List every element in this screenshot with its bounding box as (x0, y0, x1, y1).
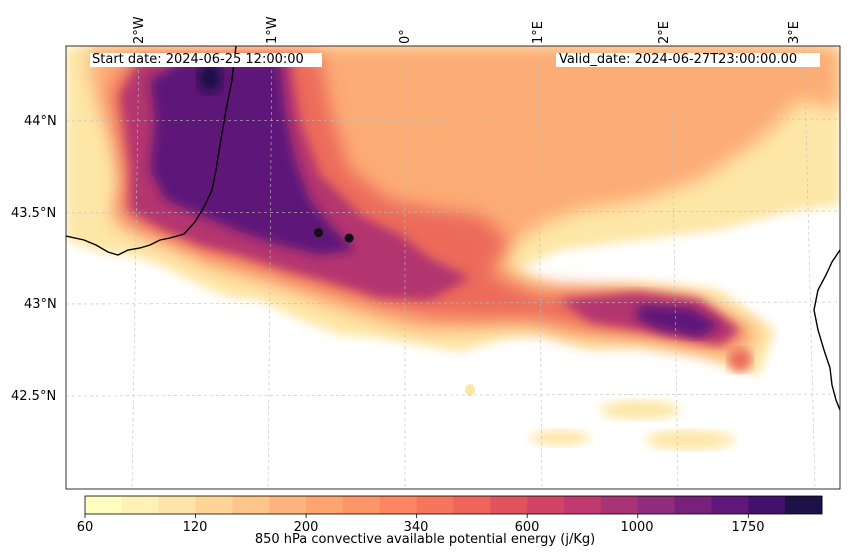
colorbar-swatch (711, 496, 749, 514)
lat-label: 44°N (24, 114, 57, 129)
colorbar-tick-label: 120 (182, 520, 208, 535)
lon-label: 3°E (787, 21, 802, 44)
cape-peak (198, 63, 222, 93)
lon-label: 2°E (657, 21, 672, 44)
cape-field (66, 46, 840, 489)
colorbar-swatch (453, 496, 491, 514)
colorbar-swatch (306, 496, 344, 514)
graticule (66, 46, 840, 489)
map-frame (65, 45, 841, 490)
colorbar-tick-label: 340 (403, 520, 429, 535)
valid-label-bg (556, 53, 820, 67)
colorbar-swatch (85, 496, 123, 514)
cape-cell (530, 430, 590, 446)
cape-zone-extreme (150, 62, 355, 255)
lat-label: 42.5°N (11, 389, 57, 404)
valid-date-label: Valid_date: 2024-06-27T23:00:00.00 (559, 52, 798, 67)
lon-label: 2°W (132, 16, 147, 44)
colorbar-swatch (379, 496, 418, 514)
cape-cell (728, 348, 752, 372)
lat-label: 43.5°N (11, 206, 57, 221)
colorbar-tick-label: 60 (76, 520, 94, 535)
colorbar-swatch (121, 496, 160, 514)
colorbar-swatch (269, 496, 307, 514)
lat-label: 43°N (24, 297, 57, 312)
colorbar-tick-label: 200 (293, 520, 319, 535)
start-label-bg (90, 53, 322, 67)
colorbar-swatch (342, 496, 381, 514)
colorbar-tick-label: 600 (514, 520, 540, 535)
lon-label: 1°W (265, 16, 280, 44)
colorbar-swatch (232, 496, 270, 514)
colorbar-swatch (527, 496, 565, 514)
colorbar-swatch (637, 496, 676, 514)
colorbar-title: 850 hPa convective available potential e… (254, 532, 596, 547)
coastlines (66, 46, 840, 411)
colorbar-swatch (600, 496, 639, 514)
cape-cell (645, 430, 735, 450)
colorbar (84, 495, 823, 518)
cape-zone-extreme-east (635, 305, 720, 338)
station-markers (314, 228, 354, 243)
colorbar-swatch (416, 496, 454, 514)
lon-label: 0° (398, 29, 413, 44)
colorbar-swatch (785, 496, 823, 514)
colorbar-swatch (195, 496, 233, 514)
colorbar-swatch (158, 496, 197, 514)
cape-cell (600, 400, 680, 420)
colorbar-swatch (674, 496, 712, 514)
colorbar-tick-label: 1750 (731, 520, 765, 535)
colorbar-frame (84, 495, 823, 515)
colorbar-tick-label: 1000 (620, 520, 654, 535)
lon-label: 1°E (531, 21, 546, 44)
colorbar-swatch (748, 496, 786, 514)
station-marker-station-1 (314, 228, 324, 238)
colorbar-swatch (564, 496, 602, 514)
colorbar-swatch (490, 496, 528, 514)
cape-cell (465, 384, 475, 396)
station-marker-station-2 (344, 233, 354, 243)
start-date-label: Start date: 2024-06-25 12:00:00 (92, 52, 304, 67)
